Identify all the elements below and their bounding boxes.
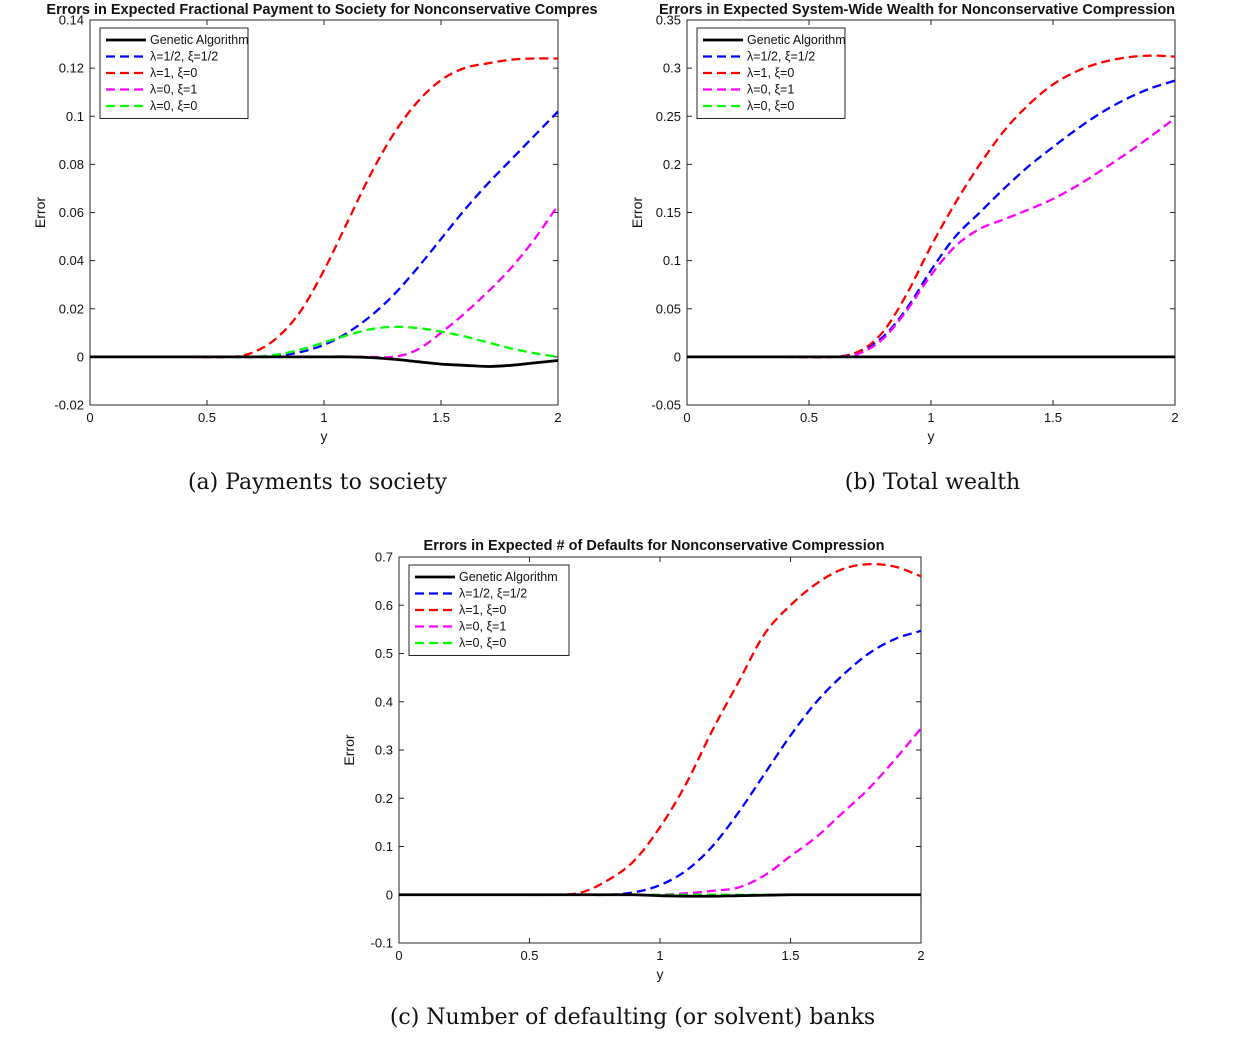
chart-title-a: Errors in Expected Fractional Payment to… bbox=[46, 2, 597, 18]
y-tick-label: 0.08 bbox=[59, 157, 84, 172]
series-line-1 bbox=[90, 110, 559, 359]
y-tick-label: 0.6 bbox=[375, 598, 393, 613]
legend-label: Genetic Algorithm bbox=[459, 570, 558, 584]
caption-a: (a) Payments to society bbox=[187, 470, 448, 495]
y-tick-label: 0.4 bbox=[375, 694, 393, 709]
legend-label: λ=1/2, ξ=1/2 bbox=[747, 50, 815, 64]
y-tick-label: 0.1 bbox=[375, 839, 393, 854]
legend-label: λ=0, ξ=0 bbox=[747, 99, 794, 113]
y-tick-label: 0.2 bbox=[375, 791, 393, 806]
series-line-2 bbox=[399, 562, 922, 897]
y-tick-label: 0.35 bbox=[656, 13, 681, 28]
y-tick-label: -0.02 bbox=[54, 398, 84, 413]
y-tick-label: 0.1 bbox=[663, 253, 681, 268]
legend-label: λ=0, ξ=0 bbox=[150, 99, 197, 113]
y-tick-label: 0.3 bbox=[375, 743, 393, 758]
chart-panel-a: Errors in Expected Fractional Payment to… bbox=[0, 0, 620, 460]
legend-label: λ=1, ξ=0 bbox=[747, 66, 794, 80]
x-tick-label: 1.5 bbox=[781, 948, 799, 963]
y-tick-label: 0.15 bbox=[656, 205, 681, 220]
series-line-2 bbox=[90, 57, 559, 359]
x-tick-label: 1 bbox=[656, 948, 663, 963]
y-tick-label: -0.1 bbox=[371, 936, 393, 951]
y-tick-label: 0.2 bbox=[663, 157, 681, 172]
x-tick-label: 1.5 bbox=[432, 410, 450, 425]
x-tick-label: 1 bbox=[320, 410, 327, 425]
y-tick-label: 0.5 bbox=[375, 646, 393, 661]
chart-b: Errors in Expected System-Wide Wealth fo… bbox=[629, 2, 1179, 444]
y-axis-label: Error bbox=[32, 197, 48, 228]
y-tick-label: 0.06 bbox=[59, 205, 84, 220]
y-axis-label: Error bbox=[629, 197, 645, 228]
series-line-1 bbox=[687, 79, 1176, 359]
y-tick-label: 0.04 bbox=[59, 253, 84, 268]
chart-panel-c: Errors in Expected # of Defaults for Non… bbox=[300, 525, 960, 1005]
x-tick-label: 2 bbox=[554, 410, 561, 425]
series-line-0 bbox=[90, 355, 559, 368]
y-tick-label: 0 bbox=[386, 887, 393, 902]
y-tick-label: 0 bbox=[77, 349, 84, 364]
x-tick-label: 0.5 bbox=[198, 410, 216, 425]
legend-label: λ=0, ξ=1 bbox=[459, 620, 506, 634]
series-line-1 bbox=[399, 629, 922, 897]
y-tick-label: 0 bbox=[674, 349, 681, 364]
legend-label: Genetic Algorithm bbox=[747, 33, 846, 47]
y-tick-label: 0.7 bbox=[375, 550, 393, 565]
caption-b: (b) Total wealth bbox=[844, 470, 1021, 495]
legend-label: λ=1/2, ξ=1/2 bbox=[150, 50, 218, 64]
series-line-3 bbox=[90, 204, 559, 359]
x-tick-label: 2 bbox=[917, 948, 924, 963]
legend-label: λ=0, ξ=0 bbox=[459, 636, 506, 650]
chart-panel-b: Errors in Expected System-Wide Wealth fo… bbox=[617, 0, 1235, 460]
x-tick-label: 1 bbox=[927, 410, 934, 425]
series-line-0 bbox=[399, 893, 921, 898]
legend-label: λ=0, ξ=1 bbox=[150, 83, 197, 97]
x-tick-label: 1.5 bbox=[1044, 410, 1062, 425]
caption-c: (c) Number of defaulting (or solvent) ba… bbox=[389, 1005, 876, 1030]
x-tick-label: 2 bbox=[1171, 410, 1178, 425]
x-axis-label: y bbox=[928, 428, 935, 444]
y-tick-label: -0.05 bbox=[651, 398, 681, 413]
y-tick-label: 0.12 bbox=[59, 61, 84, 76]
y-tick-label: 0.25 bbox=[656, 109, 681, 124]
x-tick-label: 0 bbox=[683, 410, 690, 425]
x-axis-label: y bbox=[321, 428, 328, 444]
y-axis-label: Error bbox=[341, 734, 357, 765]
chart-title-b: Errors in Expected System-Wide Wealth fo… bbox=[659, 2, 1175, 18]
y-tick-label: 0.02 bbox=[59, 301, 84, 316]
x-tick-label: 0 bbox=[395, 948, 402, 963]
x-tick-label: 0.5 bbox=[520, 948, 538, 963]
legend-label: Genetic Algorithm bbox=[150, 33, 249, 47]
legend-label: λ=1, ξ=0 bbox=[459, 603, 506, 617]
x-axis-label: y bbox=[657, 966, 664, 982]
legend-label: λ=1, ξ=0 bbox=[150, 66, 197, 80]
y-tick-label: 0.14 bbox=[59, 13, 84, 28]
chart-title-c: Errors in Expected # of Defaults for Non… bbox=[424, 538, 885, 554]
y-tick-label: 0.05 bbox=[656, 301, 681, 316]
chart-a: Errors in Expected Fractional Payment to… bbox=[32, 2, 598, 444]
chart-c: Errors in Expected # of Defaults for Non… bbox=[341, 538, 925, 982]
legend-label: λ=0, ξ=1 bbox=[747, 83, 794, 97]
series-line-3 bbox=[399, 727, 922, 897]
series-line-3 bbox=[687, 117, 1176, 359]
y-tick-label: 0.1 bbox=[66, 109, 84, 124]
series-line-4 bbox=[90, 325, 559, 359]
x-tick-label: 0.5 bbox=[800, 410, 818, 425]
y-tick-label: 0.3 bbox=[663, 61, 681, 76]
legend-label: λ=1/2, ξ=1/2 bbox=[459, 587, 527, 601]
x-tick-label: 0 bbox=[86, 410, 93, 425]
